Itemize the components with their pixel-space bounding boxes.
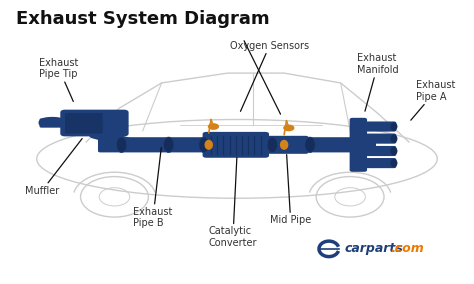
FancyBboxPatch shape (60, 110, 128, 136)
FancyBboxPatch shape (202, 132, 269, 158)
Text: Exhaust System Diagram: Exhaust System Diagram (16, 10, 269, 28)
Text: Catalytic
Converter: Catalytic Converter (209, 157, 257, 248)
Text: Exhaust
Pipe B: Exhaust Pipe B (133, 148, 173, 228)
FancyBboxPatch shape (39, 118, 69, 128)
Circle shape (283, 125, 294, 131)
Ellipse shape (199, 137, 209, 153)
Circle shape (208, 123, 219, 130)
Ellipse shape (117, 137, 127, 153)
Ellipse shape (204, 140, 213, 150)
Text: Oxygen Sensors: Oxygen Sensors (230, 41, 309, 111)
Ellipse shape (391, 122, 398, 131)
Text: Exhaust
Pipe A: Exhaust Pipe A (411, 80, 456, 120)
FancyBboxPatch shape (358, 133, 396, 144)
FancyBboxPatch shape (358, 122, 396, 131)
Ellipse shape (391, 147, 398, 155)
Ellipse shape (305, 137, 315, 153)
Text: Exhaust
Manifold: Exhaust Manifold (357, 53, 399, 111)
FancyBboxPatch shape (358, 146, 396, 156)
FancyBboxPatch shape (266, 136, 309, 154)
FancyBboxPatch shape (98, 137, 376, 153)
Ellipse shape (267, 137, 277, 153)
Ellipse shape (391, 134, 398, 143)
Text: carparts: carparts (345, 242, 403, 255)
FancyBboxPatch shape (310, 138, 355, 151)
Ellipse shape (391, 159, 398, 167)
Text: .com: .com (391, 242, 424, 255)
Ellipse shape (280, 140, 288, 150)
Text: Muffler: Muffler (25, 139, 82, 196)
Text: Mid Pipe: Mid Pipe (270, 154, 311, 225)
FancyBboxPatch shape (358, 158, 396, 168)
FancyBboxPatch shape (65, 113, 103, 133)
Ellipse shape (164, 137, 174, 153)
FancyBboxPatch shape (350, 118, 367, 172)
Text: Exhaust
Pipe Tip: Exhaust Pipe Tip (39, 58, 79, 101)
